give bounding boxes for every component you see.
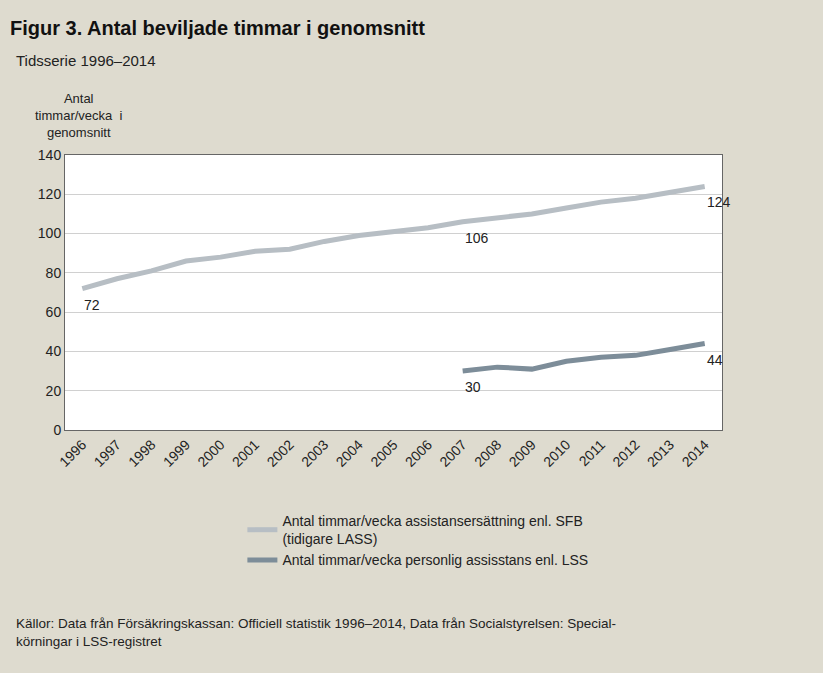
- svg-text:1997: 1997: [91, 436, 124, 469]
- svg-text:106: 106: [465, 230, 489, 246]
- svg-text:80: 80: [46, 265, 62, 281]
- svg-text:1998: 1998: [125, 436, 158, 469]
- svg-text:Antal timmar/vecka personlig a: Antal timmar/vecka personlig assisstans …: [282, 552, 588, 568]
- svg-text:2010: 2010: [540, 436, 573, 469]
- svg-text:2004: 2004: [333, 436, 366, 469]
- svg-text:2005: 2005: [367, 436, 400, 469]
- svg-text:2000: 2000: [194, 436, 227, 469]
- svg-text:0: 0: [53, 422, 61, 438]
- svg-text:2011: 2011: [575, 436, 608, 469]
- svg-text:2006: 2006: [402, 436, 435, 469]
- svg-text:140: 140: [38, 147, 62, 163]
- svg-text:40: 40: [46, 343, 62, 359]
- svg-text:1996: 1996: [56, 436, 89, 469]
- svg-text:2008: 2008: [471, 436, 504, 469]
- svg-text:60: 60: [46, 304, 62, 320]
- svg-text:2002: 2002: [263, 436, 296, 469]
- svg-text:1999: 1999: [160, 436, 193, 469]
- svg-text:20: 20: [46, 383, 62, 399]
- svg-text:100: 100: [38, 225, 62, 241]
- svg-text:2001: 2001: [229, 436, 262, 469]
- svg-text:2009: 2009: [506, 436, 539, 469]
- svg-text:2003: 2003: [298, 436, 331, 469]
- svg-text:Figur 3. Antal beviljade timma: Figur 3. Antal beviljade timmar i genoms…: [10, 17, 425, 39]
- svg-text:2012: 2012: [609, 436, 642, 469]
- svg-text:120: 120: [38, 186, 62, 202]
- svg-text:2007: 2007: [436, 436, 469, 469]
- svg-text:72: 72: [84, 297, 100, 313]
- svg-text:30: 30: [465, 379, 481, 395]
- svg-text:Antaltimmar/vecka igenomsnitt: Antaltimmar/vecka igenomsnitt: [35, 91, 123, 140]
- svg-text:2013: 2013: [644, 436, 677, 469]
- svg-text:Källor: Data från Försäkringsk: Källor: Data från Försäkringskassan: Off…: [16, 616, 616, 649]
- svg-text:Tidsserie 1996–2014: Tidsserie 1996–2014: [16, 52, 156, 69]
- svg-text:44: 44: [707, 352, 723, 368]
- svg-text:124: 124: [707, 194, 731, 210]
- svg-text:2014: 2014: [678, 436, 711, 469]
- svg-text:Antal timmar/vecka assistanser: Antal timmar/vecka assistansersättning e…: [282, 513, 582, 547]
